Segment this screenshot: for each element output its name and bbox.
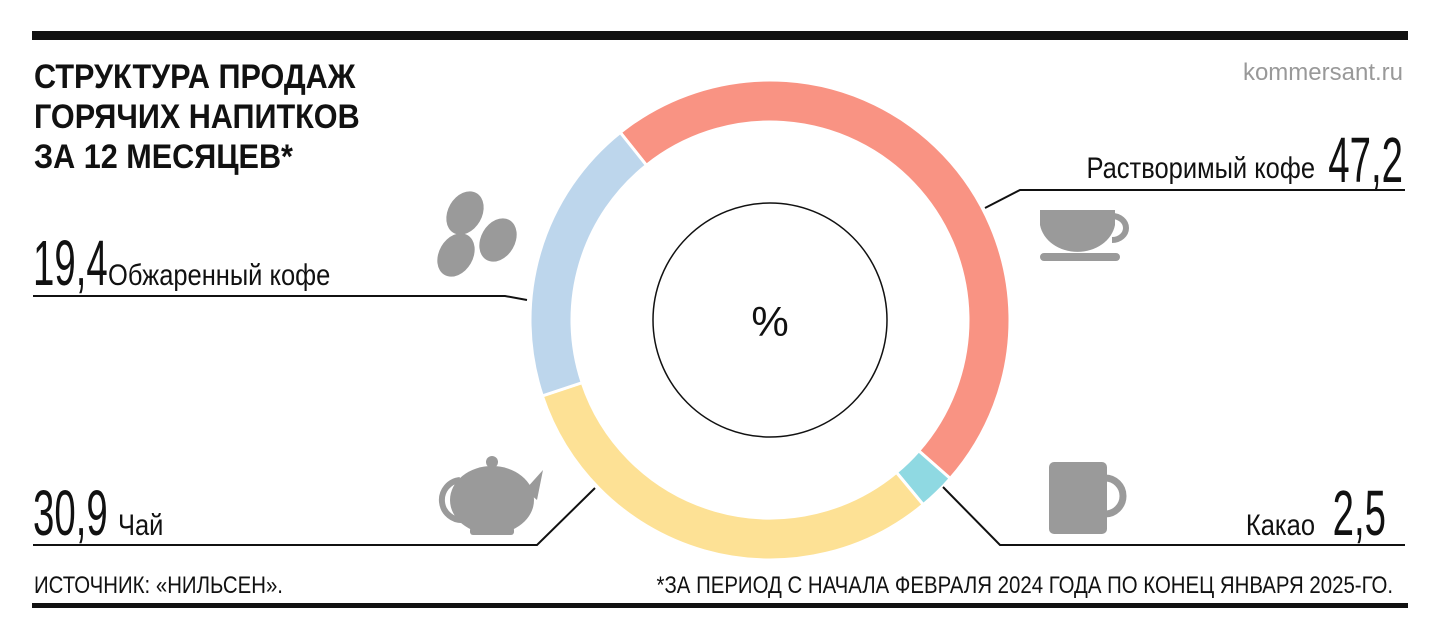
top-rule <box>32 31 1408 40</box>
value-label: 2,5 <box>1333 478 1386 550</box>
leader-line <box>33 487 596 546</box>
inner-circle <box>652 202 888 438</box>
category-label: Какао <box>1246 508 1315 541</box>
title-line: СТРУКТУРА ПРОДАЖ <box>34 58 356 96</box>
leader-line <box>942 486 1405 546</box>
donut-segment <box>618 78 1012 481</box>
leader-line <box>984 189 1405 209</box>
center-label: % <box>751 298 788 345</box>
site: kommersant.ru <box>1243 59 1403 86</box>
teapot-icon <box>438 456 543 535</box>
donut-segment <box>540 380 926 562</box>
leader-line <box>33 295 528 301</box>
category-label: Растворимый кофе <box>1086 151 1315 184</box>
category-label: Чай <box>118 508 163 541</box>
title: СТРУКТУРА ПРОДАЖ ГОРЯЧИХ НАПИТКОВ ЗА 12 … <box>34 58 360 176</box>
cup-icon <box>1040 210 1129 261</box>
value-label: 30,9 <box>33 478 108 550</box>
footnote: *ЗА ПЕРИОД С НАЧАЛА ФЕВРАЛЯ 2024 ГОДА ПО… <box>657 571 1393 598</box>
source: ИСТОЧНИК: «НИЛЬСЕН». <box>34 571 283 598</box>
beans-icon <box>437 191 517 277</box>
value-label: 19,4 <box>33 228 108 300</box>
title-line: ЗА 12 МЕСЯЦЕВ* <box>34 138 293 176</box>
category-label: Обжаренный кофе <box>108 258 330 291</box>
value-label: 47,2 <box>1328 125 1403 197</box>
mug-icon <box>1049 462 1127 534</box>
title-line: ГОРЯЧИХ НАПИТКОВ <box>34 98 360 136</box>
bottom-rule <box>32 603 1408 608</box>
icons <box>437 191 1129 535</box>
donut-segment <box>528 130 649 398</box>
